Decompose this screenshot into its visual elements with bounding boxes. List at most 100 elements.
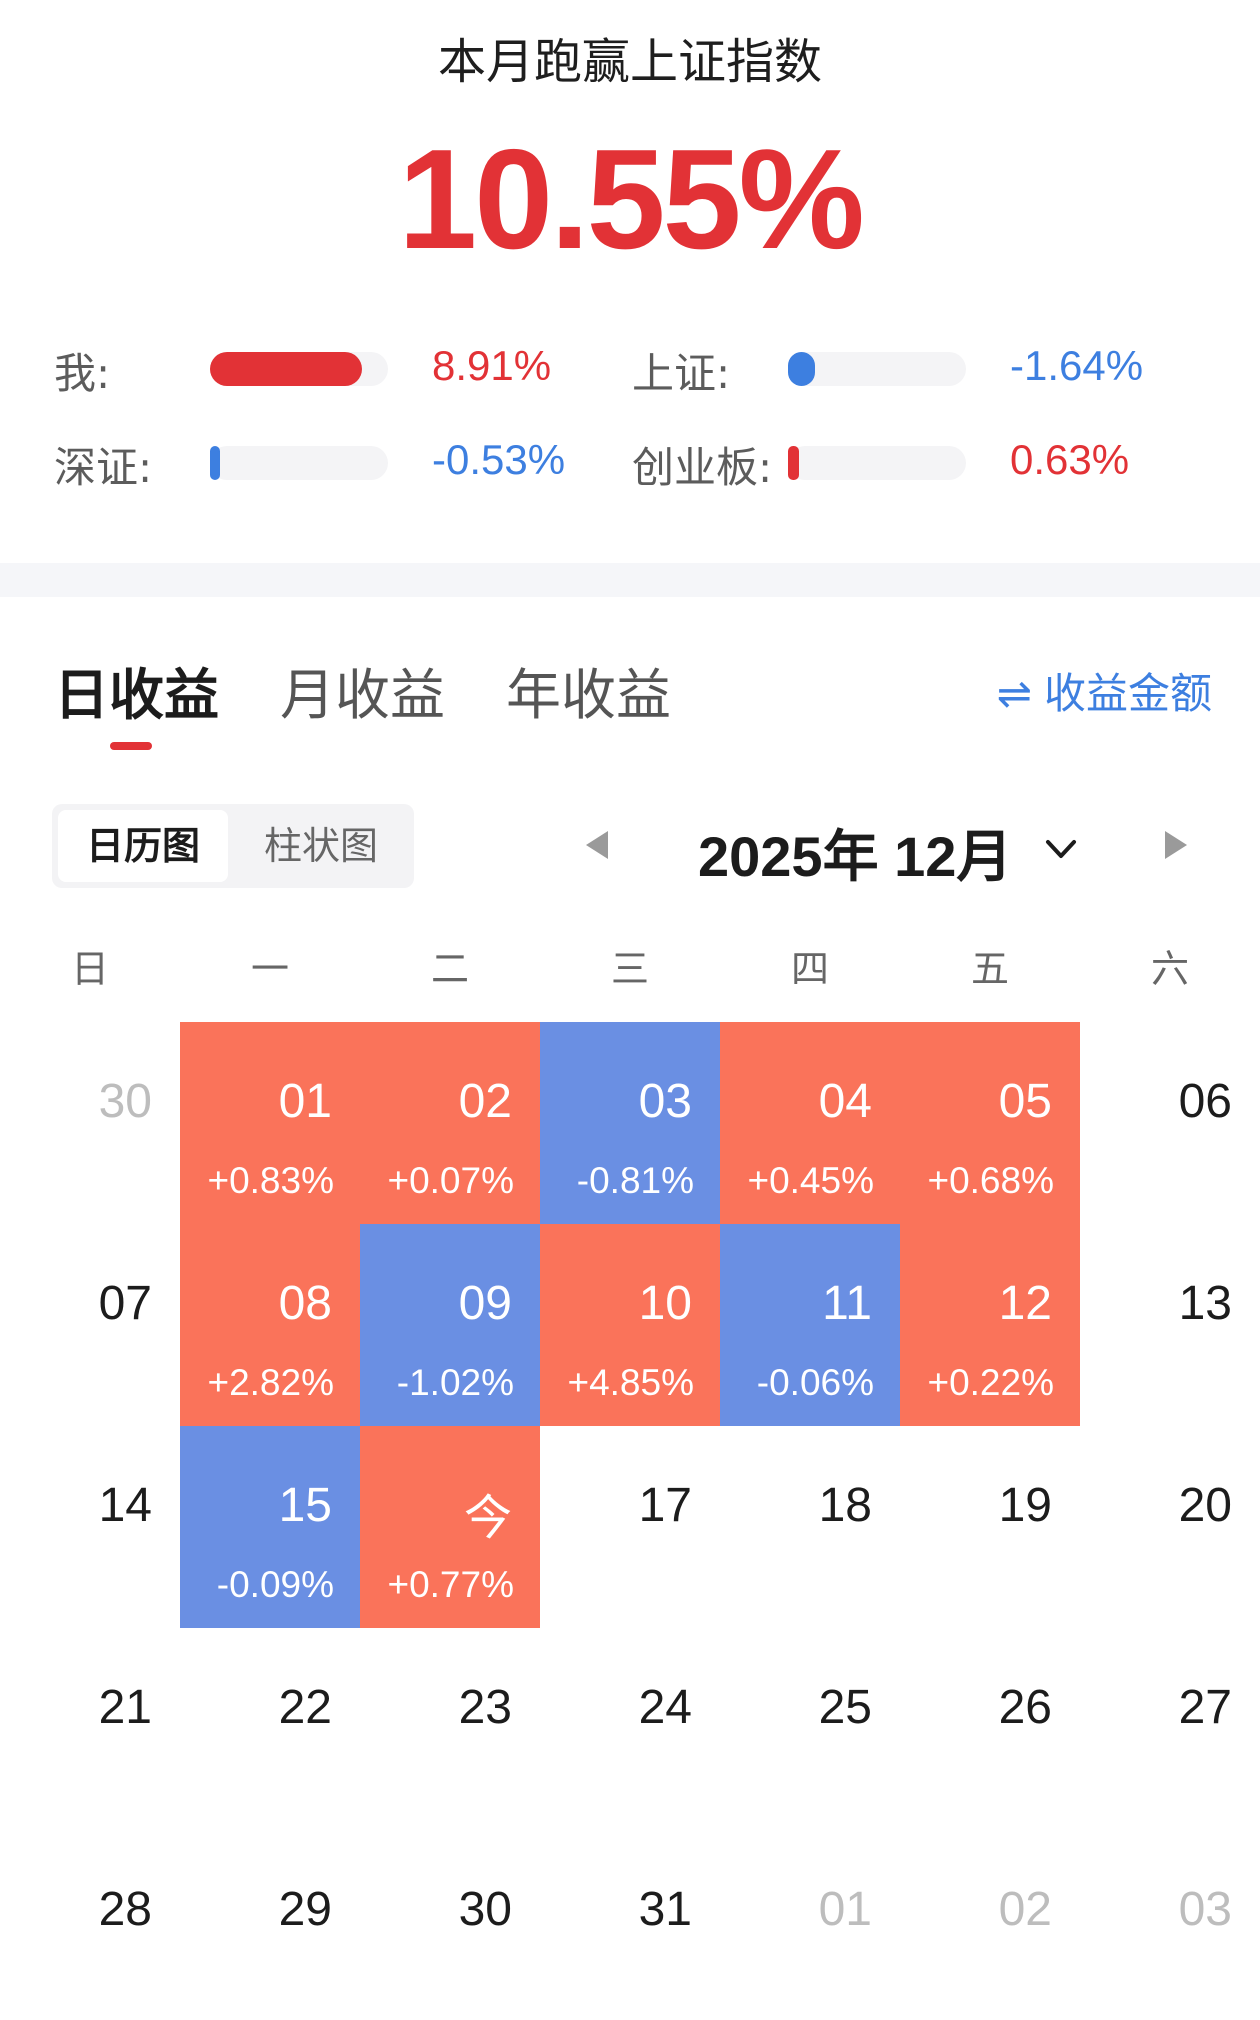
day-return: -1.02% (396, 1362, 514, 1403)
weekday-label: 二 (430, 947, 469, 991)
day-number: 10 (638, 1277, 692, 1330)
weekday-label: 四 (790, 947, 829, 991)
day-return: +4.85% (567, 1362, 694, 1403)
comparison-value: -1.64% (1010, 342, 1144, 389)
calendar-day-cell[interactable]: 03 -0.81% (540, 1022, 720, 1224)
comparison-value: 0.63% (1010, 436, 1130, 483)
calendar-day-cell[interactable]: 28 (0, 1830, 180, 2020)
calendar-day-cell[interactable]: 11 -0.06% (720, 1224, 900, 1426)
chevron-down-icon[interactable] (1044, 832, 1078, 866)
day-return: +2.82% (207, 1362, 334, 1403)
calendar-day-cell[interactable]: 今 +0.77% (360, 1426, 540, 1628)
weekday-label: 六 (1150, 947, 1189, 991)
calendar-day-cell[interactable]: 29 (180, 1830, 360, 2020)
calendar-day-cell[interactable]: 30 (360, 1830, 540, 2020)
day-number: 02 (458, 1075, 512, 1128)
day-number: 19 (998, 1479, 1052, 1532)
calendar-day-cell[interactable]: 24 (540, 1628, 720, 1830)
previous-month-icon[interactable] (586, 831, 608, 859)
comparison-bar-track (788, 446, 966, 480)
weekday-label: 五 (970, 947, 1009, 991)
day-number: 31 (638, 1883, 692, 1936)
calendar-day-cell[interactable]: 25 (720, 1628, 900, 1830)
bar-chart-view-button[interactable]: 柱状图 (263, 824, 378, 868)
day-number: 25 (818, 1681, 872, 1734)
comparison-value: -0.53% (432, 436, 566, 483)
day-return: +0.07% (387, 1160, 514, 1201)
calendar-day-cell[interactable]: 23 (360, 1628, 540, 1830)
calendar-day-cell[interactable]: 27 (1080, 1628, 1260, 1830)
day-number: 12 (998, 1277, 1052, 1330)
weekday-label: 日 (70, 947, 109, 991)
day-number: 02 (998, 1883, 1052, 1936)
calendar-view-button[interactable]: 日历图 (58, 810, 228, 882)
calendar-day-cell[interactable]: 15 -0.09% (180, 1426, 360, 1628)
comparison-bar-track (788, 352, 966, 386)
comparison-label: 上证: (632, 349, 731, 398)
calendar-day-cell[interactable]: 20 (1080, 1426, 1260, 1628)
calendar-day-cell[interactable]: 09 -1.02% (360, 1224, 540, 1426)
day-number: 20 (1178, 1479, 1232, 1532)
return-amount-toggle[interactable]: ⇌ 收益金额 (997, 660, 1212, 721)
day-number: 18 (818, 1479, 872, 1532)
calendar-day-cell[interactable]: 26 (900, 1628, 1080, 1830)
comparison-bar-fill (788, 352, 815, 386)
calendar-day-cell[interactable]: 17 (540, 1426, 720, 1628)
view-switch: 日历图 柱状图 (52, 804, 414, 888)
day-number: 17 (638, 1479, 692, 1532)
day-number: 01 (278, 1075, 332, 1128)
calendar-day-cell[interactable]: 30 (0, 1022, 180, 1224)
calendar-day-cell[interactable]: 06 (1080, 1022, 1260, 1224)
calendar-day-cell[interactable]: 05 +0.68% (900, 1022, 1080, 1224)
calendar-day-cell[interactable]: 03 (1080, 1830, 1260, 2020)
comparison-bar-fill (210, 352, 362, 386)
calendar-day-cell[interactable]: 22 (180, 1628, 360, 1830)
calendar-day-cell[interactable]: 01 (720, 1830, 900, 2020)
calendar-day-cell[interactable]: 10 +4.85% (540, 1224, 720, 1426)
day-number: 21 (98, 1681, 152, 1734)
day-number: 30 (98, 1075, 152, 1128)
day-number: 15 (278, 1479, 332, 1532)
weekday-label: 一 (250, 947, 289, 991)
page-title: 本月跑赢上证指数 (437, 34, 822, 90)
day-number: 05 (998, 1075, 1052, 1128)
day-number: 30 (458, 1883, 512, 1936)
month-selector[interactable]: 2025年 12月 (698, 825, 1013, 888)
day-number: 04 (818, 1075, 872, 1128)
calendar-day-cell[interactable]: 04 +0.45% (720, 1022, 900, 1224)
calendar-day-cell[interactable]: 02 +0.07% (360, 1022, 540, 1224)
day-number: 23 (458, 1681, 512, 1734)
day-number: 14 (98, 1479, 152, 1532)
calendar-day-cell[interactable]: 13 (1080, 1224, 1260, 1426)
calendar-day-cell[interactable]: 08 +2.82% (180, 1224, 360, 1426)
calendar-day-cell[interactable]: 07 (0, 1224, 180, 1426)
tab-monthly-returns[interactable]: 月收益 (280, 663, 446, 727)
calendar-day-cell[interactable]: 18 (720, 1426, 900, 1628)
calendar-day-cell[interactable]: 14 (0, 1426, 180, 1628)
day-number: 08 (278, 1277, 332, 1330)
day-number: 今 (463, 1492, 512, 1545)
day-number: 28 (98, 1883, 152, 1936)
calendar-day-cell[interactable]: 21 (0, 1628, 180, 1830)
calendar-day-cell[interactable]: 02 (900, 1830, 1080, 2020)
day-return: +0.83% (207, 1160, 334, 1201)
calendar-day-cell[interactable]: 01 +0.83% (180, 1022, 360, 1224)
comparison-label: 我: (54, 349, 111, 398)
tab-yearly-returns[interactable]: 年收益 (506, 663, 672, 727)
day-number: 01 (818, 1883, 872, 1936)
calendar-day-cell[interactable]: 12 +0.22% (900, 1224, 1080, 1426)
next-month-icon[interactable] (1165, 831, 1187, 859)
day-number: 06 (1178, 1075, 1232, 1128)
comparison-label: 创业板: (632, 443, 773, 492)
day-return: -0.09% (216, 1564, 334, 1605)
day-number: 07 (98, 1277, 152, 1330)
calendar-day-cell[interactable]: 31 (540, 1830, 720, 2020)
comparison-label: 深证: (54, 443, 153, 492)
day-number: 29 (278, 1883, 332, 1936)
comparison-bar-fill (210, 446, 220, 480)
tab-daily-returns[interactable]: 日收益 (54, 663, 220, 727)
comparison-bar-track (210, 352, 388, 386)
calendar-day-cell[interactable]: 19 (900, 1426, 1080, 1628)
day-number: 22 (278, 1681, 332, 1734)
outperform-percentage: 10.55% (398, 120, 865, 279)
